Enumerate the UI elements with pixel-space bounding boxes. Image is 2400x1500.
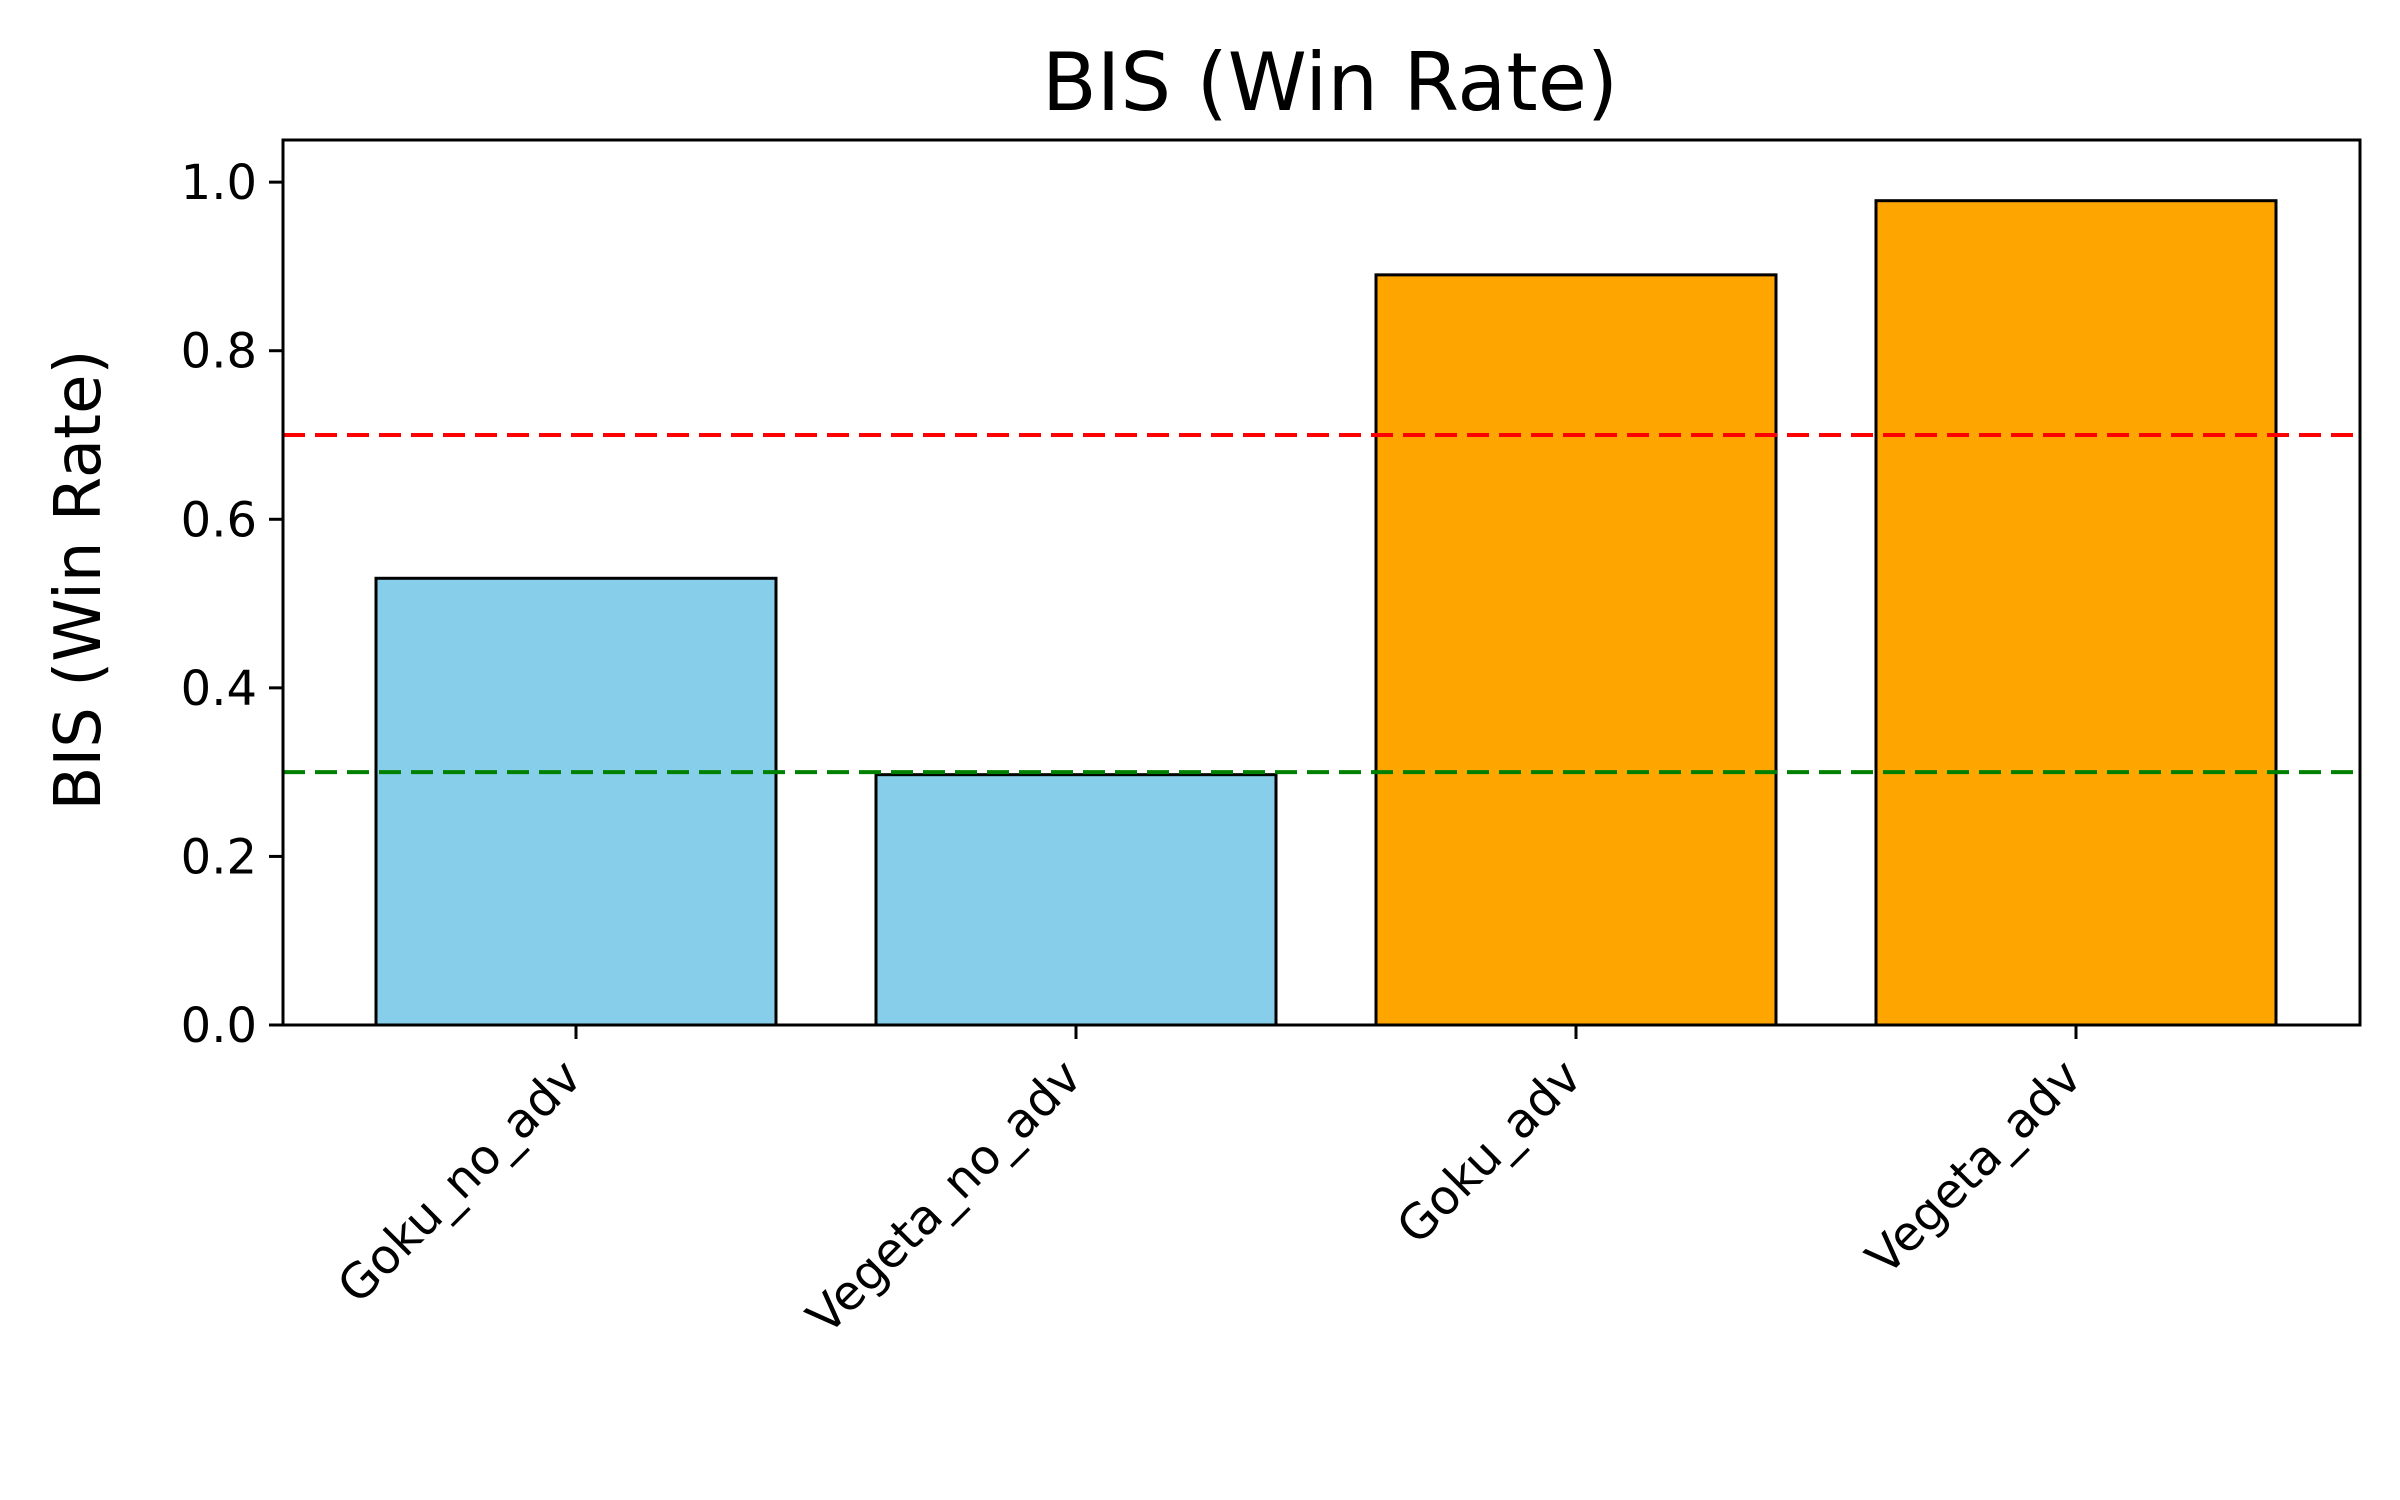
y-tick-label: 0.6: [181, 492, 257, 548]
y-tick-label: 0.2: [181, 829, 257, 885]
axes-frame: [281, 138, 2362, 1027]
chart-title: BIS (Win Rate): [1042, 36, 1618, 129]
y-axis-label: BIS (Win Rate): [42, 350, 116, 811]
y-tick-label: 0.0: [181, 998, 257, 1054]
y-tick-label: 0.4: [181, 661, 257, 717]
bar-vegeta-no-adv: [874, 773, 1278, 1027]
bar-goku-adv: [1374, 273, 1778, 1027]
bar-vegeta-adv: [1874, 199, 2278, 1027]
y-tick-label: 1.0: [181, 155, 257, 211]
y-tick-label: 0.8: [181, 324, 257, 380]
bar-goku-no-adv: [374, 576, 778, 1027]
